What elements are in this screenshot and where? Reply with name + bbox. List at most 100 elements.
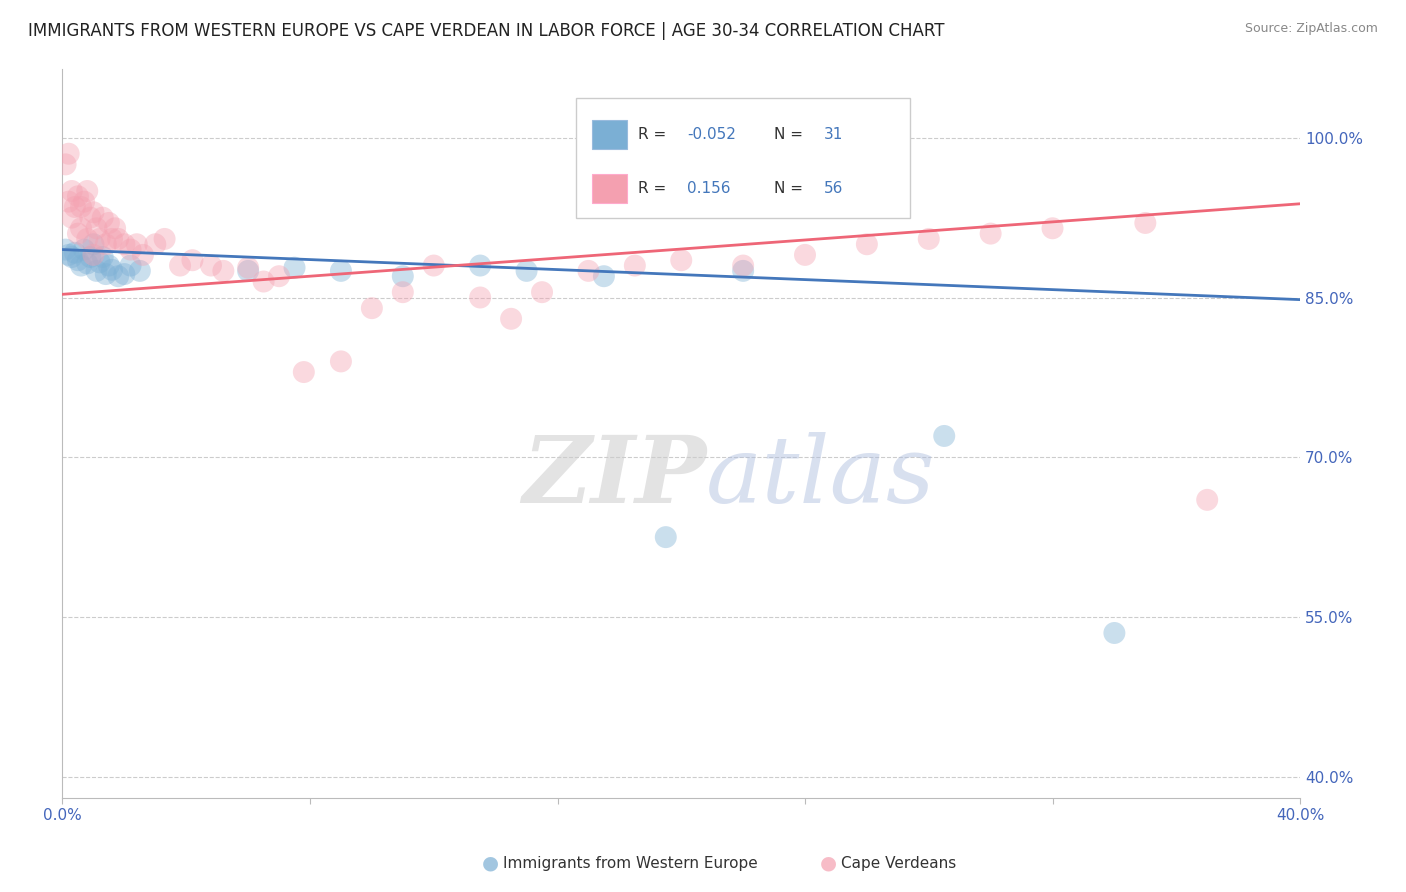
Point: [112, 267, 135, 281]
Point: [86, 221, 108, 235]
Text: Immigrants from Western Europe: Immigrants from Western Europe: [503, 856, 758, 871]
Point: [128, 264, 150, 278]
Point: [70, 221, 93, 235]
Point: [89, 255, 111, 269]
Point: [470, 291, 492, 305]
Point: [73, 243, 96, 257]
Text: Cape Verdeans: Cape Verdeans: [841, 856, 956, 871]
Point: [733, 259, 755, 273]
Text: ZIP: ZIP: [522, 432, 706, 522]
Point: [423, 259, 446, 273]
Point: [733, 264, 755, 278]
Point: [66, 227, 89, 241]
Point: [79, 211, 101, 225]
Text: N =: N =: [775, 127, 803, 142]
Point: [360, 301, 382, 315]
Point: [104, 221, 127, 235]
Point: [60, 184, 83, 198]
Point: [73, 194, 96, 209]
Point: [120, 259, 142, 273]
Point: [91, 250, 114, 264]
Point: [267, 269, 290, 284]
Point: [101, 232, 124, 246]
Point: [794, 248, 817, 262]
Point: [934, 429, 956, 443]
Point: [97, 216, 120, 230]
Point: [236, 264, 259, 278]
Point: [58, 248, 80, 262]
Point: [132, 248, 155, 262]
FancyBboxPatch shape: [592, 120, 627, 149]
Point: [107, 269, 129, 284]
Point: [66, 189, 89, 203]
Point: [1135, 216, 1157, 230]
Point: [112, 237, 135, 252]
Point: [391, 285, 413, 300]
Point: [143, 237, 166, 252]
Point: [97, 259, 120, 273]
Point: [181, 253, 204, 268]
Point: [70, 259, 93, 273]
Point: [79, 250, 101, 264]
Point: [212, 264, 235, 278]
Point: [63, 245, 86, 260]
Text: 31: 31: [824, 127, 844, 142]
Text: 56: 56: [824, 181, 844, 196]
Point: [63, 200, 86, 214]
Point: [391, 269, 413, 284]
Point: [89, 232, 111, 246]
Text: IMMIGRANTS FROM WESTERN EUROPE VS CAPE VERDEAN IN LABOR FORCE | AGE 30-34 CORREL: IMMIGRANTS FROM WESTERN EUROPE VS CAPE V…: [28, 22, 945, 40]
Point: [329, 354, 352, 368]
Point: [578, 264, 600, 278]
Point: [82, 248, 104, 262]
Point: [94, 267, 117, 281]
FancyBboxPatch shape: [592, 174, 627, 203]
Point: [82, 237, 104, 252]
Point: [252, 275, 274, 289]
Point: [980, 227, 1002, 241]
Point: [655, 530, 678, 544]
Point: [94, 237, 117, 252]
Point: [1042, 221, 1064, 235]
Point: [60, 250, 83, 264]
Point: [200, 259, 222, 273]
Text: atlas: atlas: [706, 432, 935, 522]
Point: [76, 232, 98, 246]
Text: R =: R =: [638, 127, 666, 142]
Point: [55, 157, 77, 171]
Point: [292, 365, 315, 379]
Point: [671, 253, 693, 268]
Point: [55, 243, 77, 257]
Point: [76, 256, 98, 270]
Text: R =: R =: [638, 181, 666, 196]
Point: [236, 260, 259, 275]
Text: Source: ZipAtlas.com: Source: ZipAtlas.com: [1244, 22, 1378, 36]
Point: [593, 269, 616, 284]
Point: [107, 232, 129, 246]
Point: [58, 146, 80, 161]
Text: ●: ●: [482, 854, 499, 873]
Point: [501, 311, 523, 326]
Point: [470, 259, 492, 273]
Text: 0.156: 0.156: [688, 181, 731, 196]
Point: [66, 253, 89, 268]
FancyBboxPatch shape: [576, 98, 910, 218]
Point: [1197, 492, 1219, 507]
Point: [101, 262, 124, 277]
Point: [91, 211, 114, 225]
Point: [1104, 626, 1126, 640]
Point: [283, 260, 305, 275]
Text: N =: N =: [775, 181, 803, 196]
Text: ●: ●: [820, 854, 837, 873]
Point: [86, 264, 108, 278]
Point: [60, 211, 83, 225]
Point: [82, 205, 104, 219]
Point: [516, 264, 538, 278]
Point: [153, 232, 176, 246]
Point: [70, 200, 93, 214]
Text: -0.052: -0.052: [688, 127, 737, 142]
Point: [76, 184, 98, 198]
Point: [531, 285, 554, 300]
Point: [58, 194, 80, 209]
Point: [169, 259, 191, 273]
